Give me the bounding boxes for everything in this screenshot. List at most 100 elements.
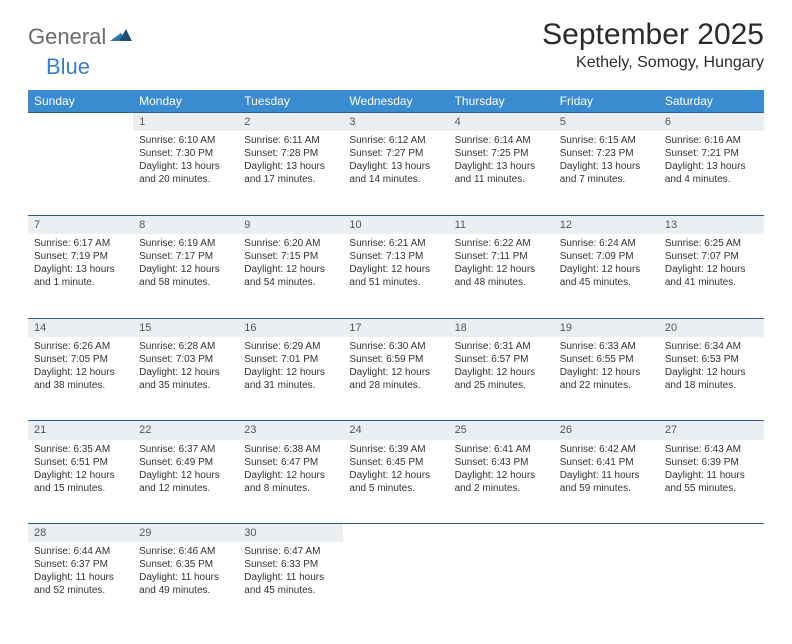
day-number-cell: 30 [238, 524, 343, 543]
day-number-cell: 5 [554, 113, 659, 132]
day-content-cell: Sunrise: 6:47 AMSunset: 6:33 PMDaylight:… [238, 542, 343, 626]
day-d2: and 45 minutes. [560, 276, 653, 289]
day-number-cell: 20 [659, 318, 764, 337]
day-d2: and 5 minutes. [349, 482, 442, 495]
day-sr: Sunrise: 6:11 AM [244, 134, 337, 147]
day-ss: Sunset: 7:01 PM [244, 353, 337, 366]
day-d1: Daylight: 12 hours [665, 366, 758, 379]
day-number-cell: 15 [133, 318, 238, 337]
day-content-cell: Sunrise: 6:46 AMSunset: 6:35 PMDaylight:… [133, 542, 238, 626]
day-ss: Sunset: 7:19 PM [34, 250, 127, 263]
day-ss: Sunset: 7:13 PM [349, 250, 442, 263]
day-content-cell: Sunrise: 6:41 AMSunset: 6:43 PMDaylight:… [449, 440, 554, 524]
day-d1: Daylight: 11 hours [139, 571, 232, 584]
day-number-cell: 27 [659, 421, 764, 440]
day-number-cell: 29 [133, 524, 238, 543]
day-d2: and 8 minutes. [244, 482, 337, 495]
week-content-row: Sunrise: 6:10 AMSunset: 7:30 PMDaylight:… [28, 131, 764, 215]
day-sr: Sunrise: 6:25 AM [665, 237, 758, 250]
day-number-cell: 13 [659, 215, 764, 234]
day-d2: and 59 minutes. [560, 482, 653, 495]
day-number-cell: 28 [28, 524, 133, 543]
day-number-cell [554, 524, 659, 543]
day-number-cell: 7 [28, 215, 133, 234]
month-title: September 2025 [542, 18, 764, 52]
day-content-cell: Sunrise: 6:42 AMSunset: 6:41 PMDaylight:… [554, 440, 659, 524]
day-ss: Sunset: 7:03 PM [139, 353, 232, 366]
day-number-cell: 22 [133, 421, 238, 440]
week-daynum-row: 78910111213 [28, 215, 764, 234]
brand-logo: General [28, 24, 134, 50]
day-ss: Sunset: 6:35 PM [139, 558, 232, 571]
day-d2: and 51 minutes. [349, 276, 442, 289]
day-d1: Daylight: 13 hours [665, 160, 758, 173]
day-d1: Daylight: 13 hours [139, 160, 232, 173]
day-content-cell: Sunrise: 6:28 AMSunset: 7:03 PMDaylight:… [133, 337, 238, 421]
day-d1: Daylight: 13 hours [244, 160, 337, 173]
day-d1: Daylight: 11 hours [665, 469, 758, 482]
day-content-cell [659, 542, 764, 626]
day-content-cell: Sunrise: 6:35 AMSunset: 6:51 PMDaylight:… [28, 440, 133, 524]
day-d2: and 15 minutes. [34, 482, 127, 495]
day-ss: Sunset: 6:43 PM [455, 456, 548, 469]
day-number-cell: 18 [449, 318, 554, 337]
day-content-cell: Sunrise: 6:39 AMSunset: 6:45 PMDaylight:… [343, 440, 448, 524]
day-d1: Daylight: 12 hours [244, 366, 337, 379]
day-d2: and 58 minutes. [139, 276, 232, 289]
day-number-cell: 25 [449, 421, 554, 440]
day-d2: and 25 minutes. [455, 379, 548, 392]
weekday-header: Friday [554, 90, 659, 113]
day-sr: Sunrise: 6:14 AM [455, 134, 548, 147]
day-d2: and 31 minutes. [244, 379, 337, 392]
day-d1: Daylight: 12 hours [665, 263, 758, 276]
day-d2: and 52 minutes. [34, 584, 127, 597]
day-d1: Daylight: 12 hours [34, 366, 127, 379]
day-content-cell: Sunrise: 6:15 AMSunset: 7:23 PMDaylight:… [554, 131, 659, 215]
day-content-cell: Sunrise: 6:21 AMSunset: 7:13 PMDaylight:… [343, 234, 448, 318]
day-ss: Sunset: 7:28 PM [244, 147, 337, 160]
day-number-cell: 8 [133, 215, 238, 234]
day-content-cell [343, 542, 448, 626]
day-d1: Daylight: 11 hours [34, 571, 127, 584]
location-text: Kethely, Somogy, Hungary [542, 54, 764, 72]
day-d1: Daylight: 12 hours [455, 263, 548, 276]
day-ss: Sunset: 7:25 PM [455, 147, 548, 160]
day-content-cell: Sunrise: 6:37 AMSunset: 6:49 PMDaylight:… [133, 440, 238, 524]
day-d2: and 18 minutes. [665, 379, 758, 392]
weekday-header: Wednesday [343, 90, 448, 113]
day-sr: Sunrise: 6:24 AM [560, 237, 653, 250]
day-content-cell: Sunrise: 6:30 AMSunset: 6:59 PMDaylight:… [343, 337, 448, 421]
day-d1: Daylight: 12 hours [244, 469, 337, 482]
day-number-cell: 24 [343, 421, 448, 440]
day-sr: Sunrise: 6:29 AM [244, 340, 337, 353]
day-ss: Sunset: 7:05 PM [34, 353, 127, 366]
day-content-cell: Sunrise: 6:10 AMSunset: 7:30 PMDaylight:… [133, 131, 238, 215]
day-sr: Sunrise: 6:46 AM [139, 545, 232, 558]
week-daynum-row: 282930 [28, 524, 764, 543]
day-d2: and 11 minutes. [455, 173, 548, 186]
day-d1: Daylight: 12 hours [34, 469, 127, 482]
brand-flag-icon [110, 27, 132, 48]
day-ss: Sunset: 7:27 PM [349, 147, 442, 160]
day-number-cell: 17 [343, 318, 448, 337]
week-daynum-row: 21222324252627 [28, 421, 764, 440]
day-sr: Sunrise: 6:12 AM [349, 134, 442, 147]
day-content-cell [554, 542, 659, 626]
day-number-cell: 4 [449, 113, 554, 132]
day-d1: Daylight: 12 hours [560, 366, 653, 379]
day-d2: and 45 minutes. [244, 584, 337, 597]
day-ss: Sunset: 6:49 PM [139, 456, 232, 469]
day-d2: and 49 minutes. [139, 584, 232, 597]
day-ss: Sunset: 7:11 PM [455, 250, 548, 263]
day-sr: Sunrise: 6:39 AM [349, 443, 442, 456]
day-sr: Sunrise: 6:44 AM [34, 545, 127, 558]
day-d1: Daylight: 12 hours [139, 366, 232, 379]
day-number-cell: 14 [28, 318, 133, 337]
day-content-cell: Sunrise: 6:24 AMSunset: 7:09 PMDaylight:… [554, 234, 659, 318]
week-content-row: Sunrise: 6:26 AMSunset: 7:05 PMDaylight:… [28, 337, 764, 421]
week-content-row: Sunrise: 6:35 AMSunset: 6:51 PMDaylight:… [28, 440, 764, 524]
day-number-cell: 2 [238, 113, 343, 132]
day-d1: Daylight: 11 hours [244, 571, 337, 584]
weekday-header: Sunday [28, 90, 133, 113]
weekday-header: Tuesday [238, 90, 343, 113]
